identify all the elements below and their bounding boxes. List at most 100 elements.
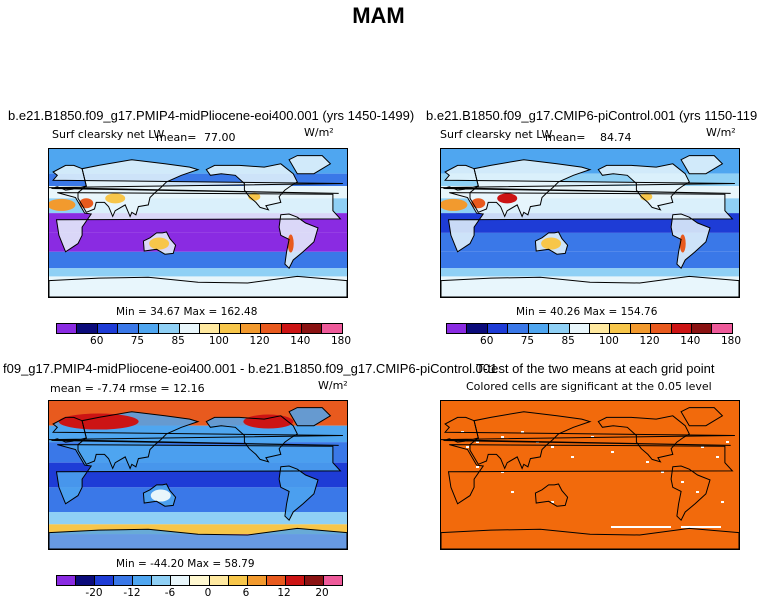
panel1-minmax: Min = 34.67 Max = 162.48	[116, 306, 258, 318]
coastline	[49, 164, 343, 194]
nonsignificant-cell	[476, 441, 479, 443]
panel1-map	[48, 148, 348, 298]
land-region	[671, 214, 710, 269]
colorbar-tick-label: 100	[598, 335, 619, 347]
nonsignificant-cell	[511, 491, 514, 493]
colorbar-tick-label: -6	[164, 587, 176, 599]
colorbar-tick-label: 85	[561, 335, 575, 347]
colorbar-swatch	[304, 576, 324, 585]
colorbar-swatch	[118, 324, 139, 333]
colorbar-tick-label: 60	[90, 335, 104, 347]
nonsignificant-cell	[551, 446, 554, 448]
coastline	[441, 275, 739, 297]
colorbar-swatch	[228, 576, 248, 585]
land-region	[279, 466, 318, 521]
panel2-title: b.e21.B1850.f09_g17.CMIP6-piControl.001 …	[426, 108, 757, 123]
panel3-colorbar	[56, 575, 343, 586]
coastline	[49, 275, 347, 297]
colorbar-swatch	[152, 576, 172, 585]
coastline	[597, 163, 690, 211]
colorbar-tick-label: 100	[208, 335, 229, 347]
colorbar-swatch	[447, 324, 468, 333]
colorbar-swatch	[712, 324, 732, 333]
warm-region	[149, 237, 170, 250]
nonsignificant-cell	[646, 461, 649, 463]
panel1-mean-value: 77.00	[204, 131, 236, 144]
panel3-title: f09_g17.PMIP4-midPliocene-eoi400.001 - b…	[3, 361, 498, 376]
positive-region	[243, 414, 294, 429]
colorbar-tick-label: -20	[85, 587, 103, 599]
panel1-colorbar	[56, 323, 343, 334]
nonsignificant-cell	[661, 471, 664, 473]
colorbar-swatch	[610, 324, 631, 333]
colorbar-swatch	[569, 324, 590, 333]
colorbar-swatch	[179, 324, 200, 333]
nonsignificant-cell	[521, 431, 524, 433]
land-region	[289, 407, 331, 426]
colorbar-tick-label: 85	[171, 335, 185, 347]
colorbar-swatch	[528, 324, 550, 333]
field-band	[49, 268, 347, 277]
colorbar-tick-label: 6	[242, 587, 250, 599]
land-region	[279, 214, 318, 269]
nonsignificant-cell	[611, 451, 614, 453]
coastline	[447, 444, 734, 505]
nonsignificant-cell	[721, 501, 724, 503]
coastline	[469, 159, 592, 218]
colorbar-swatch	[159, 324, 180, 333]
colorbar-swatch	[77, 324, 98, 333]
colorbar-tick-label: 60	[480, 335, 494, 347]
colorbar-swatch	[199, 324, 221, 333]
coastline	[670, 465, 711, 522]
panel4-subtitle: Colored cells are significant at the 0.0…	[466, 380, 712, 393]
nonsignificant-cell	[501, 436, 504, 438]
colorbar-swatch	[285, 576, 305, 585]
land-region	[681, 155, 723, 174]
panel2-map	[440, 148, 740, 298]
nonsignificant-cell	[466, 446, 469, 448]
nonsignificant-cell	[681, 526, 721, 528]
field-band	[441, 251, 739, 269]
panel2-colorbar	[446, 323, 733, 334]
coastline	[441, 527, 739, 549]
colorbar-tick-label: 120	[639, 335, 660, 347]
land-region	[289, 155, 331, 174]
panel1-mean-label: mean=	[156, 131, 197, 144]
colorbar-swatch	[209, 576, 229, 585]
colorbar-swatch	[323, 576, 342, 585]
colorbar-swatch	[133, 576, 153, 585]
nonsignificant-cell	[476, 466, 479, 468]
colorbar-swatch	[589, 324, 611, 333]
warm-region	[497, 193, 518, 204]
coastline	[77, 411, 200, 470]
panel4-map	[440, 400, 740, 550]
coastline	[447, 192, 734, 253]
warm-region	[541, 237, 562, 250]
panel4-title: T-test of the two means at each grid poi…	[476, 361, 715, 376]
field-band	[49, 232, 347, 252]
colorbar-tick-label: 120	[249, 335, 270, 347]
land-region	[49, 276, 347, 297]
warm-region	[105, 193, 126, 204]
land-region	[206, 163, 298, 210]
coastline	[534, 231, 569, 255]
coastline	[441, 416, 735, 446]
coastline	[534, 483, 569, 507]
nonsignificant-cell	[681, 481, 684, 483]
near-zero-region	[150, 489, 171, 502]
nonsignificant-cell	[551, 501, 554, 503]
nonsignificant-cell	[716, 456, 719, 458]
coastline	[142, 483, 177, 507]
colorbar-swatch	[651, 324, 672, 333]
panel1-variable-label: Surf clearsky net LW	[52, 128, 165, 141]
colorbar-tick-label: 180	[330, 335, 352, 347]
colorbar-tick-label: 140	[290, 335, 311, 347]
colorbar-swatch	[220, 324, 241, 333]
panel2-variable-label: Surf clearsky net LW	[440, 128, 553, 141]
coastline	[55, 444, 342, 505]
positive-region	[58, 413, 139, 430]
nonsignificant-cell	[696, 491, 699, 493]
colorbar-swatch	[76, 576, 96, 585]
coastline	[142, 231, 177, 255]
colorbar-swatch	[671, 324, 693, 333]
